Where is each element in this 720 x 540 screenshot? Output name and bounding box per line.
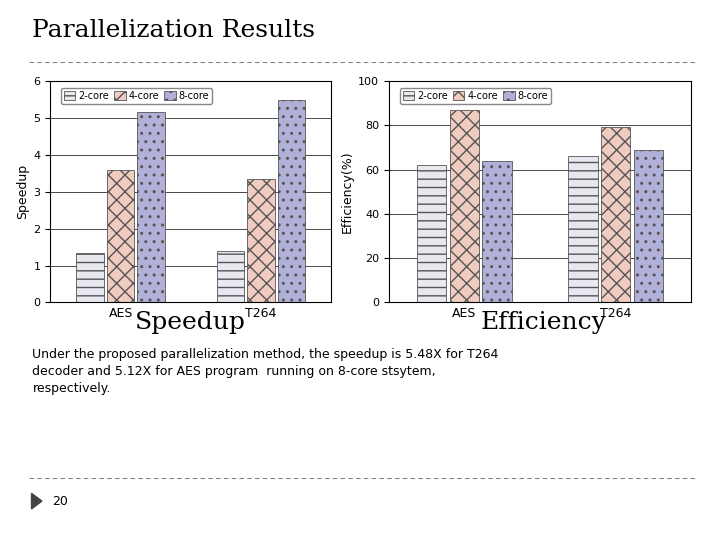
Y-axis label: Efficiency(%): Efficiency(%) [341,150,354,233]
Text: Parallelization Results: Parallelization Results [32,19,315,42]
Text: 20: 20 [52,495,68,508]
Bar [278,100,305,302]
Bar [76,253,104,302]
Bar [247,179,275,302]
Bar [138,112,165,302]
Bar [568,156,598,302]
Text: Under the proposed parallelization method, the speedup is 5.48X for T264
decoder: Under the proposed parallelization metho… [32,348,499,395]
Bar [634,150,663,302]
Legend: 2-core, 4-core, 8-core: 2-core, 4-core, 8-core [61,88,212,104]
Bar [450,110,479,302]
Bar [417,165,446,302]
Bar [107,170,135,302]
Bar [601,127,630,302]
Y-axis label: Speedup: Speedup [17,164,30,219]
Text: Speedup: Speedup [135,310,246,334]
Polygon shape [32,494,42,509]
Legend: 2-core, 4-core, 8-core: 2-core, 4-core, 8-core [400,88,551,104]
Bar [217,251,244,302]
Text: Efficiency: Efficiency [481,310,606,334]
Bar [482,161,512,302]
